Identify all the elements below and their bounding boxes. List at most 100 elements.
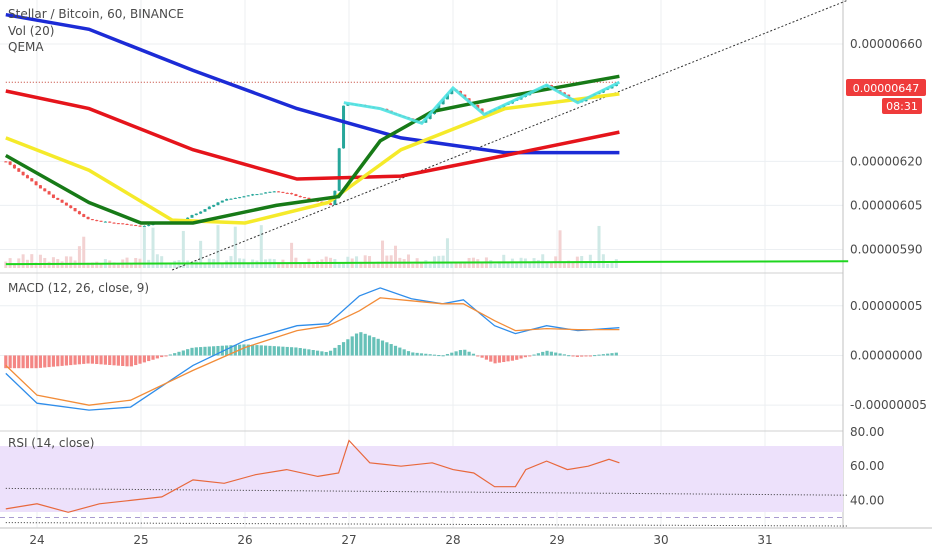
macd-hist-bar (536, 353, 540, 356)
rsi-line (5, 439, 620, 513)
price-axis[interactable]: 0.00000660 0.00000620 0.00000605 0.00000590… (850, 37, 927, 507)
macd-hist-bar (129, 355, 133, 367)
time-axis[interactable]: 24 25 26 27 28 29 30 31 (29, 533, 772, 547)
macd-hist-bar (519, 355, 523, 359)
volume-bar (90, 262, 94, 268)
volume-bar (190, 262, 194, 268)
macd-hist-bar (601, 354, 605, 356)
macd-tick-label: 0.00000000 (850, 348, 923, 362)
macd-hist-bar (281, 346, 285, 356)
rsi-trendline (5, 487, 849, 496)
macd-hist-bar (419, 353, 424, 356)
candle-body (56, 197, 60, 200)
candle-body (112, 222, 116, 224)
macd-hist-bar (225, 345, 229, 356)
macd-hist-bar (134, 355, 138, 366)
macd-hist-bar (190, 347, 194, 356)
candle-body (199, 211, 203, 214)
volume-bar (359, 261, 363, 268)
macd-hist-bar (402, 349, 406, 356)
candle-body (138, 225, 142, 227)
macd-hist-bar (458, 350, 463, 356)
trendline-dotted (172, 0, 849, 271)
macd-hist-bar (372, 337, 376, 356)
macd-hist-bar (549, 351, 553, 356)
volume-bar (246, 262, 250, 268)
macd-hist-bar (103, 355, 107, 365)
volume-bar (86, 262, 90, 268)
macd-hist-bar (147, 355, 151, 362)
volume-bar (493, 263, 497, 268)
volume-bar (463, 263, 467, 268)
macd-hist-bar (255, 345, 259, 356)
candle-body (307, 197, 311, 200)
macd-hist-bar (597, 354, 601, 356)
macd-hist-bar (324, 351, 328, 356)
candle-body (264, 192, 268, 194)
support-line (5, 260, 849, 266)
volume-bar (203, 263, 207, 268)
signal-line (5, 297, 620, 406)
macd-hist-bar (424, 353, 428, 356)
macd-hist-bar (380, 340, 385, 356)
rsi-tick-label: 80.00 (850, 425, 884, 439)
candle-body (476, 104, 480, 109)
rsi-legend: RSI (14, close) (8, 436, 94, 450)
volume-bar (376, 261, 380, 268)
volume-legend: Vol (20) (8, 24, 54, 38)
time-tick-label: 30 (653, 533, 668, 547)
macd-hist-bar (64, 355, 69, 366)
candle-body (220, 200, 224, 203)
candle-body (95, 220, 99, 222)
candle-body (259, 193, 263, 195)
time-tick-label: 28 (445, 533, 460, 547)
candle-body (272, 191, 276, 193)
macd-hist-bar (12, 355, 17, 369)
volume-bar (545, 262, 549, 268)
candle-body (64, 202, 68, 206)
candle-body (4, 161, 8, 163)
macd-tick-label: 0.00000005 (850, 299, 923, 313)
candle-body (246, 195, 250, 197)
candle-body (225, 199, 229, 201)
macd-hist-bar (38, 355, 43, 368)
time-tick-label: 26 (237, 533, 252, 547)
candle-body (116, 223, 120, 225)
macd-hist-bar (60, 355, 64, 366)
macd-hist-bar (160, 355, 164, 358)
macd-hist-bar (476, 355, 480, 357)
macd-hist-bar (51, 355, 56, 367)
candle-body (129, 224, 133, 226)
macd-hist-bar (95, 355, 99, 365)
macd-hist-bar (489, 355, 493, 362)
macd-hist-bar (4, 355, 8, 369)
volume-bar (129, 263, 133, 268)
volume-bar (372, 263, 376, 268)
ma-green-line (4, 74, 620, 225)
volume-bar (497, 261, 501, 268)
macd-hist-bar (216, 345, 220, 356)
macd-hist-bar (588, 355, 592, 357)
volume-bar (584, 261, 588, 268)
candle-body (441, 99, 445, 105)
macd-hist-bar (484, 355, 489, 360)
macd-hist-bar (272, 346, 276, 356)
candle-body (251, 194, 255, 196)
macd-hist-bar (367, 335, 372, 356)
macd-hist-bar (99, 355, 103, 365)
macd-hist-bar (264, 345, 268, 356)
macd-hist-bar (614, 352, 618, 356)
last-price-tag (846, 79, 926, 96)
volume-bar (562, 262, 566, 268)
rsi-band (0, 446, 843, 512)
macd-hist-bar (77, 355, 82, 365)
candle-body (268, 191, 272, 193)
candle-body (216, 202, 220, 205)
volume-bar (428, 263, 432, 268)
rsi-tick-label: 60.00 (850, 459, 884, 473)
macd-hist-bar (259, 345, 263, 356)
macd-hist-bar (86, 355, 90, 364)
volume-bar (549, 262, 553, 268)
candle-body (108, 221, 112, 223)
